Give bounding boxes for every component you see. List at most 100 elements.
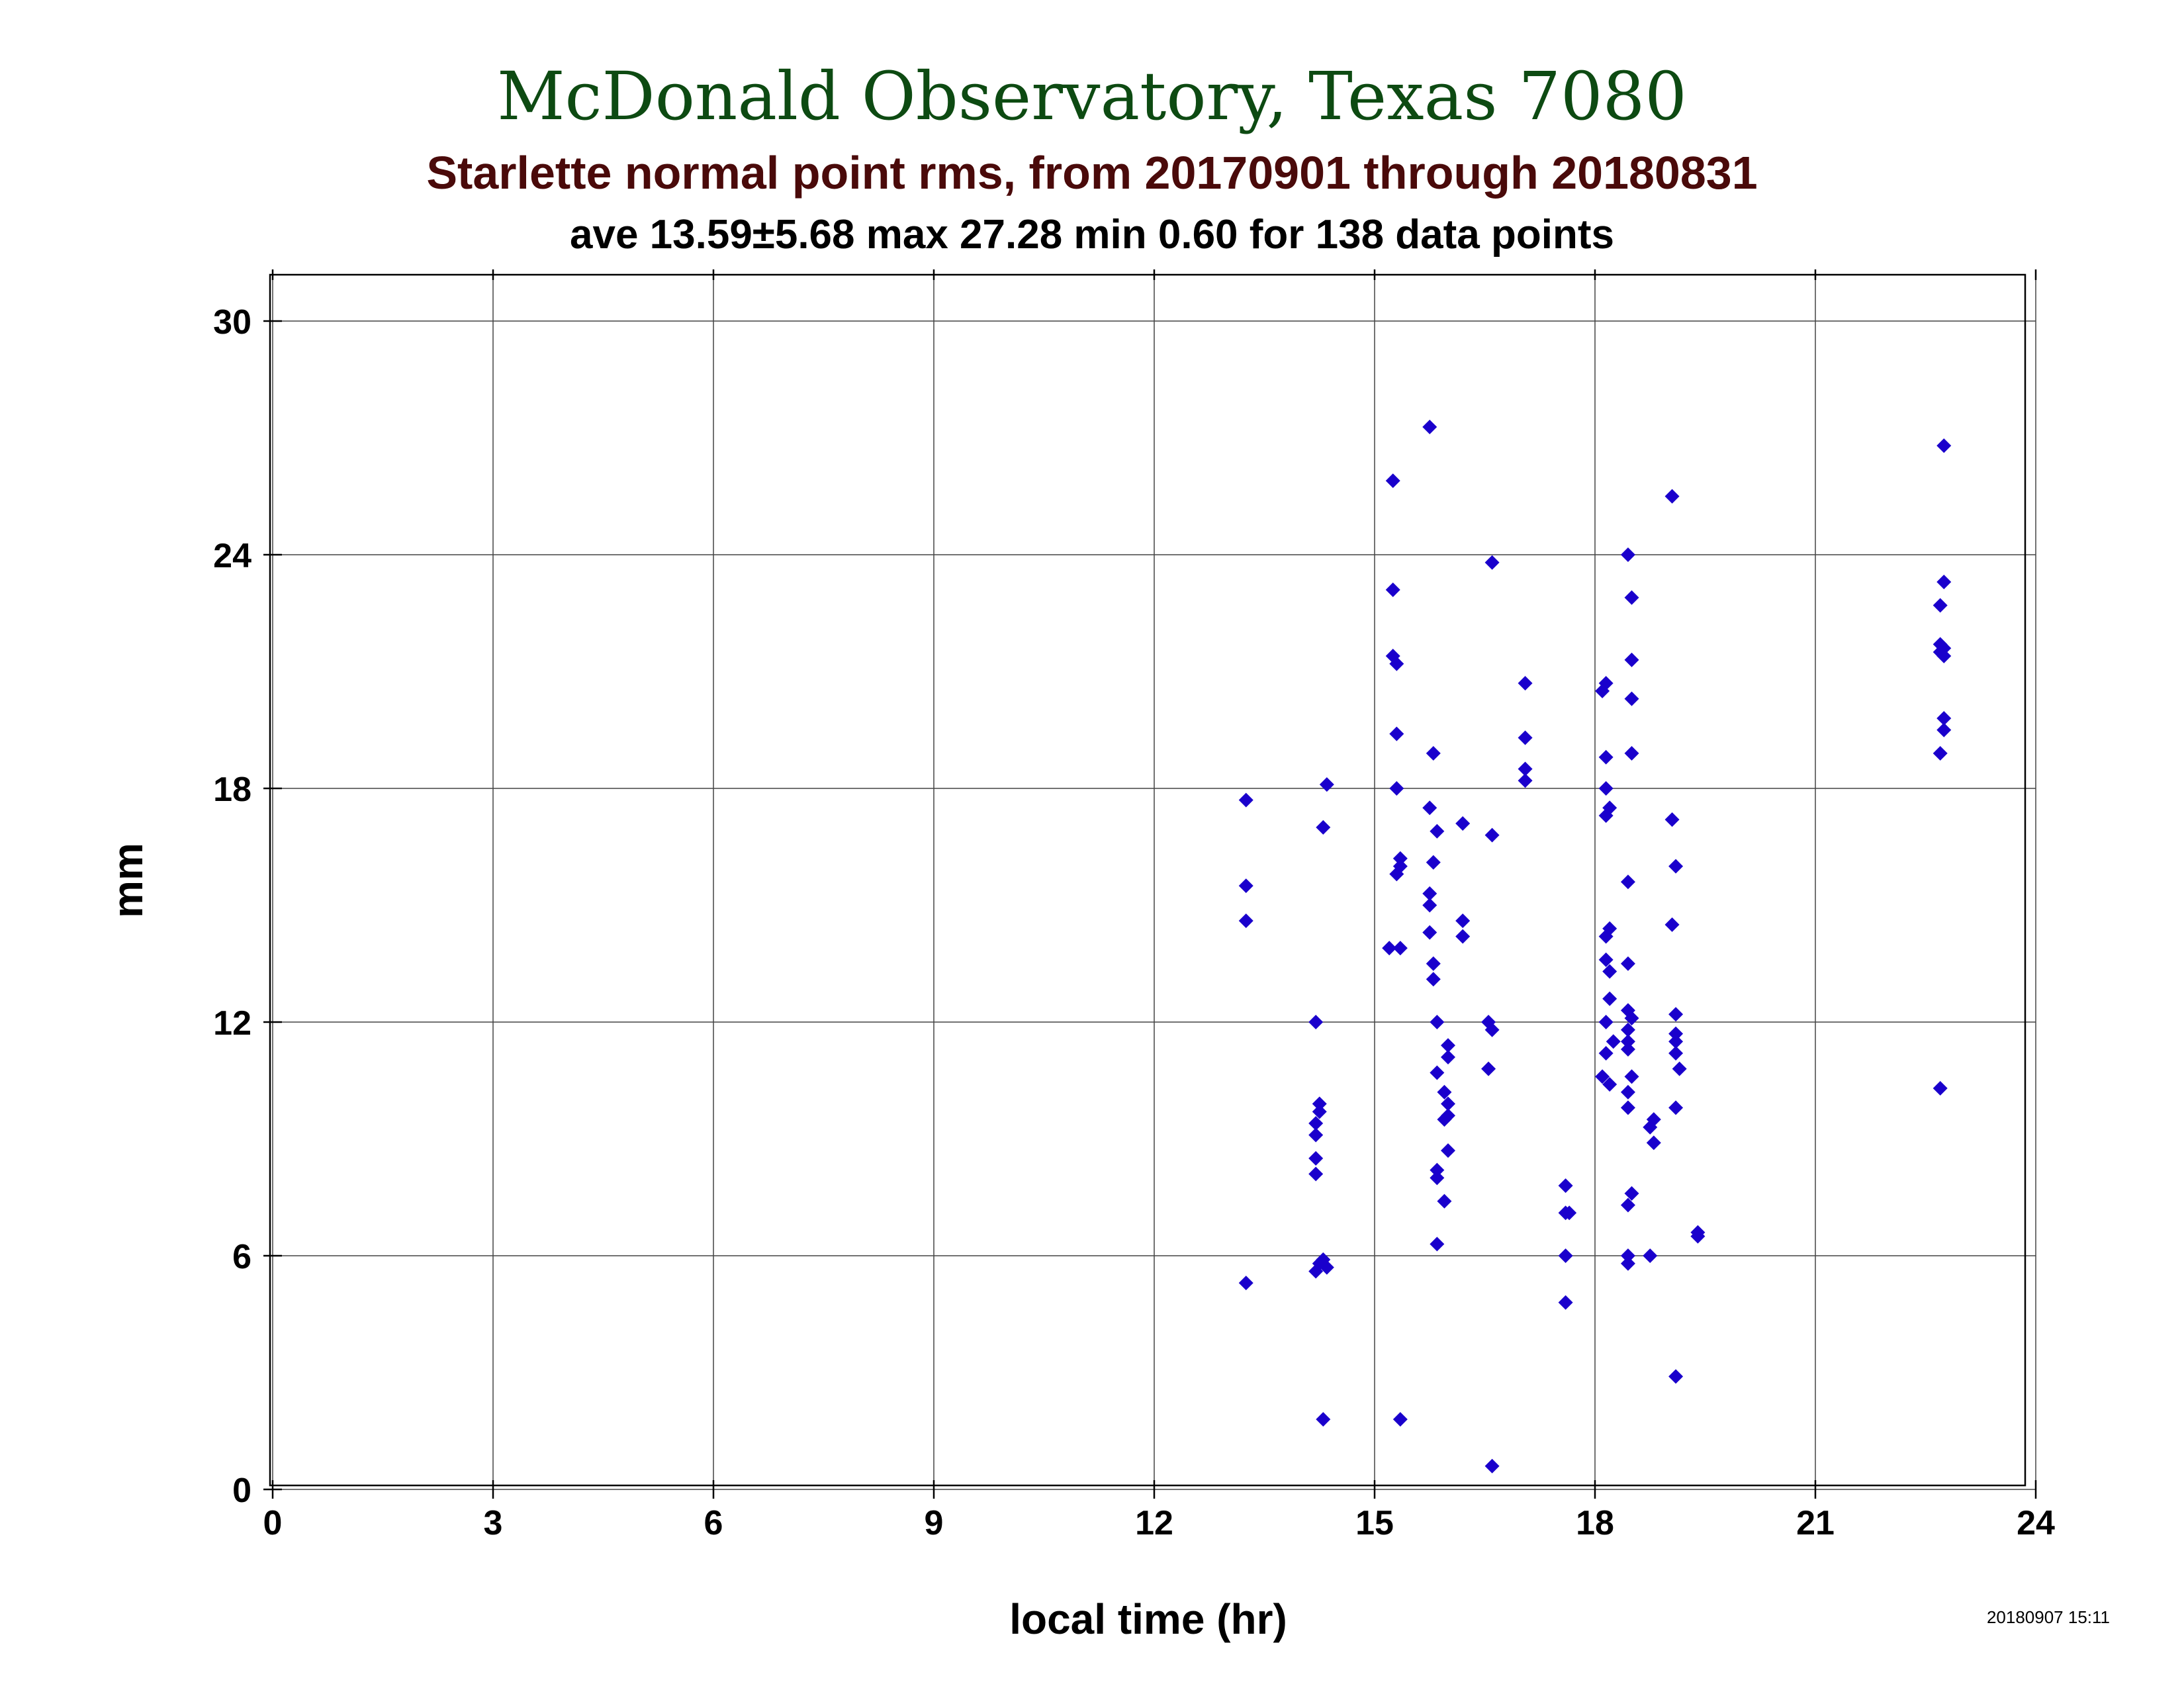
data-point (1238, 1276, 1253, 1291)
chart-subtitle: Starlette normal point rms, from 2017090… (426, 147, 1757, 199)
data-point (1558, 1178, 1573, 1194)
data-point (1518, 761, 1533, 776)
data-point (1392, 1412, 1408, 1427)
plot-frame (269, 273, 2026, 1487)
y-axis-label: mm (104, 843, 152, 918)
data-point (1392, 941, 1408, 956)
data-point (1933, 746, 1948, 761)
data-points (1238, 420, 1952, 1474)
data-point (1441, 1049, 1455, 1064)
y-tick-label: 30 (213, 303, 251, 342)
data-point (1562, 1205, 1577, 1221)
data-point (1668, 1034, 1684, 1049)
data-point (1437, 1112, 1452, 1127)
data-point (1422, 898, 1437, 913)
data-point (1430, 1237, 1445, 1252)
data-point (1518, 676, 1533, 691)
data-point (1624, 590, 1639, 605)
data-point (1598, 1015, 1614, 1029)
data-point (1422, 800, 1437, 816)
data-point (1598, 952, 1614, 967)
data-point (1422, 925, 1437, 940)
data-point (1422, 886, 1437, 901)
data-point (1312, 1104, 1327, 1119)
data-point (1441, 1143, 1455, 1158)
data-point (1602, 964, 1617, 979)
data-point (1624, 746, 1639, 761)
data-point (1936, 711, 1952, 726)
data-point (1598, 1046, 1614, 1061)
data-point (1422, 420, 1437, 435)
data-point (1389, 656, 1404, 671)
data-point (1620, 874, 1635, 890)
y-tick-label: 24 (213, 537, 251, 575)
data-point (1389, 726, 1404, 741)
data-point (1595, 1069, 1610, 1084)
data-point (1426, 746, 1441, 761)
data-point (1308, 1264, 1324, 1279)
data-point (1558, 1248, 1573, 1263)
data-point (1238, 792, 1253, 808)
y-tick-label: 12 (213, 1004, 251, 1043)
data-point (1518, 730, 1533, 745)
data-point (1624, 691, 1639, 706)
data-point (1598, 929, 1614, 944)
data-point (1518, 773, 1533, 788)
data-point (1430, 1170, 1445, 1186)
chart-stats: ave 13.59±5.68 max 27.28 min 0.60 for 13… (570, 212, 1614, 258)
data-point (1484, 555, 1500, 570)
data-point (1664, 489, 1680, 504)
x-tick-label: 18 (1576, 1504, 1614, 1542)
data-point (1672, 1061, 1687, 1076)
data-point (1441, 1096, 1455, 1111)
data-point (1484, 827, 1500, 843)
data-point (1308, 1015, 1324, 1029)
data-point (1668, 1046, 1684, 1061)
data-point (1936, 648, 1952, 663)
data-point (1455, 929, 1471, 944)
data-point (1426, 956, 1441, 971)
data-point (1455, 914, 1471, 929)
data-point (1481, 1061, 1496, 1076)
data-point (1933, 598, 1948, 613)
x-tick-label: 24 (2017, 1504, 2055, 1542)
data-point (1385, 582, 1400, 597)
data-point (1598, 808, 1614, 823)
data-point (1620, 1197, 1635, 1213)
axis-ticks (263, 269, 2037, 1499)
data-point (1426, 855, 1441, 870)
data-point (1668, 1100, 1684, 1115)
data-point (1392, 851, 1408, 866)
data-point (1430, 1162, 1445, 1178)
grid-lines (270, 275, 2036, 1490)
x-tick-label: 3 (484, 1504, 503, 1542)
data-point (1308, 1127, 1324, 1143)
data-point (1484, 1022, 1500, 1037)
data-point (1620, 547, 1635, 562)
y-tick-label: 18 (213, 771, 251, 809)
data-point (1668, 1007, 1684, 1022)
data-point (1602, 991, 1617, 1006)
data-point (1430, 1065, 1445, 1080)
timestamp: 20180907 15:11 (1987, 1607, 2110, 1627)
data-point (1455, 816, 1471, 831)
data-point (1316, 1412, 1331, 1427)
x-tick-labels: 0 3 6 9 12 15 18 21 24 (263, 1504, 2055, 1542)
data-point (1620, 1100, 1635, 1115)
data-point (1389, 781, 1404, 796)
data-point (1558, 1295, 1573, 1310)
data-point (1624, 1186, 1639, 1201)
data-point (1620, 956, 1635, 971)
data-point (1238, 914, 1253, 929)
data-point (1606, 1034, 1621, 1049)
data-point (1382, 941, 1397, 956)
data-point (1620, 1248, 1635, 1263)
data-point (1385, 473, 1400, 489)
data-point (1437, 1084, 1452, 1100)
data-point (1389, 867, 1404, 882)
y-tick-label: 0 (232, 1472, 251, 1510)
data-point (1620, 1256, 1635, 1271)
data-point (1624, 652, 1639, 667)
data-point (1936, 722, 1952, 737)
